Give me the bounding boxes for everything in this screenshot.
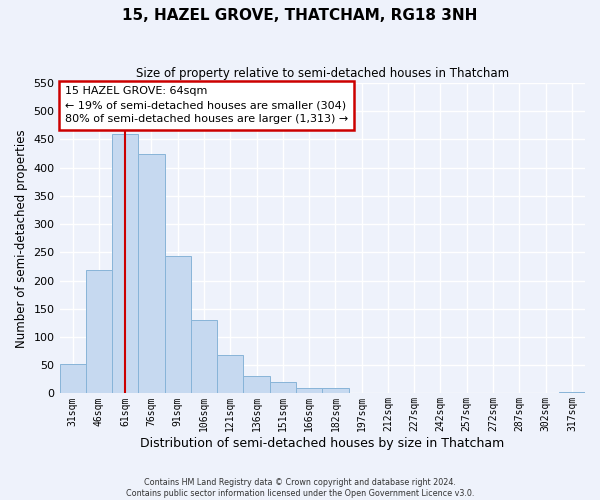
- Text: Contains HM Land Registry data © Crown copyright and database right 2024.
Contai: Contains HM Land Registry data © Crown c…: [126, 478, 474, 498]
- Bar: [322, 388, 349, 394]
- Bar: [164, 256, 191, 394]
- Bar: [217, 355, 244, 394]
- Bar: [191, 320, 217, 394]
- Bar: [112, 134, 139, 394]
- Y-axis label: Number of semi-detached properties: Number of semi-detached properties: [15, 129, 28, 348]
- Title: Size of property relative to semi-detached houses in Thatcham: Size of property relative to semi-detach…: [136, 68, 509, 80]
- Bar: [86, 270, 112, 394]
- Text: 15, HAZEL GROVE, THATCHAM, RG18 3NH: 15, HAZEL GROVE, THATCHAM, RG18 3NH: [122, 8, 478, 22]
- Text: 15 HAZEL GROVE: 64sqm
← 19% of semi-detached houses are smaller (304)
80% of sem: 15 HAZEL GROVE: 64sqm ← 19% of semi-deta…: [65, 86, 348, 124]
- X-axis label: Distribution of semi-detached houses by size in Thatcham: Distribution of semi-detached houses by …: [140, 437, 505, 450]
- Bar: [59, 364, 86, 394]
- Bar: [296, 388, 322, 394]
- Bar: [139, 154, 164, 394]
- Bar: [244, 376, 270, 394]
- Bar: [559, 392, 585, 394]
- Bar: [270, 382, 296, 394]
